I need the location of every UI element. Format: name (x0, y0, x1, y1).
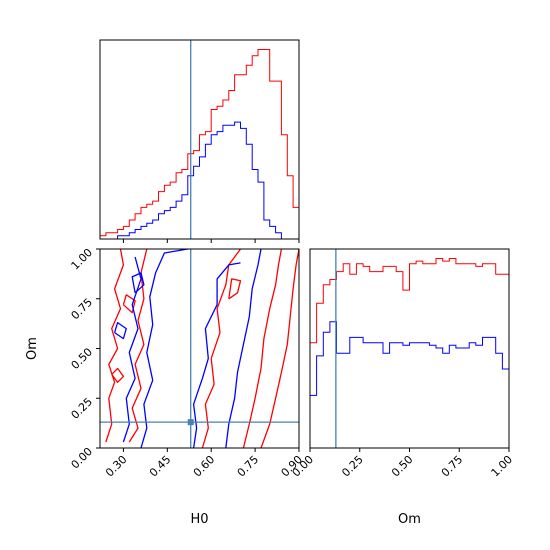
h0-hist-series-0 (99, 49, 300, 239)
om-hist-series-1 (309, 321, 510, 448)
h0-tick-label-2: 0.60 (191, 453, 218, 480)
contour-5 (111, 367, 125, 383)
om-tick-label-0: 0.00 (69, 445, 96, 472)
contour-6 (122, 294, 136, 314)
x-axis-label-om: Om (398, 512, 421, 527)
x-ticks-om-histogram: 0.00 0.25 0.50 0.75 1.00 (290, 448, 516, 480)
contour-0 (105, 248, 125, 443)
panel-h0-histogram (99, 39, 300, 243)
h0-tick-label-3: 0.75 (235, 453, 262, 480)
panel-h0-om-contour: 0.30 0.45 0.60 0.75 0.90 0.000.250.500.751.0… (25, 246, 305, 527)
h0-hist-series-1 (100, 121, 299, 240)
contour-3 (242, 248, 283, 449)
x-ticks-h0-histogram (122, 239, 300, 243)
om-right-tick-label-2: 0.50 (389, 453, 416, 480)
contour-2 (201, 248, 242, 449)
y-ticks-contour: 0.00 0.25 0.50 0.75 1.00 (69, 246, 100, 472)
contour-4 (260, 248, 300, 449)
contour-11 (225, 248, 262, 449)
om-tick-label-1: 0.25 (69, 395, 96, 422)
contour-10 (192, 262, 241, 449)
x-ticks-contour: 0.30 0.45 0.60 0.75 0.90 (103, 448, 305, 479)
contour-9 (140, 248, 188, 449)
om-right-tick-label-1: 0.25 (339, 453, 366, 480)
y-axis-label-om: Om (25, 337, 40, 360)
contour-8 (122, 256, 142, 443)
om-tick-label-2: 0.50 (69, 345, 96, 372)
x-axis-label-h0: H0 (190, 512, 208, 527)
contour-lines (105, 248, 300, 449)
contour-13 (131, 272, 145, 294)
h0-tick-label-0: 0.30 (103, 453, 130, 480)
om-histogram-series (309, 258, 510, 448)
h0-histogram-series (99, 49, 300, 240)
h0-tick-label-1: 0.45 (147, 453, 174, 480)
panel-frame-contour (99, 248, 300, 449)
contour-12 (113, 321, 127, 340)
truth-marker (187, 419, 194, 426)
om-tick-label-3: 0.75 (69, 296, 96, 323)
panel-om-histogram: 0.00 0.25 0.50 0.75 1.00 Om (290, 248, 516, 527)
om-right-tick-label-3: 0.75 (439, 453, 466, 480)
panel-frame-h0-histogram (99, 39, 300, 240)
om-tick-label-4: 1.00 (69, 246, 96, 273)
om-right-tick-label-4: 1.00 (489, 453, 516, 480)
contour-7 (228, 278, 242, 300)
